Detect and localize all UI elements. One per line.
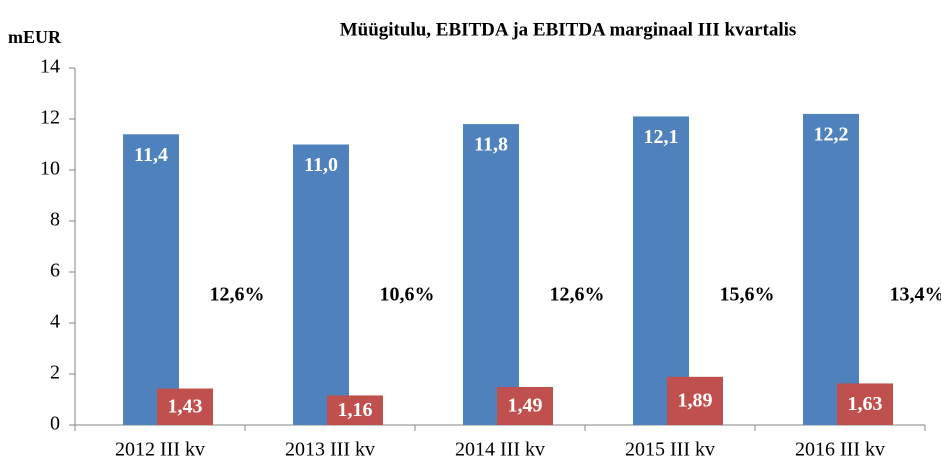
data-label: 11,0 bbox=[304, 154, 338, 176]
x-tick-label: 2012 III kv bbox=[115, 439, 205, 461]
bar bbox=[667, 376, 723, 425]
data-label: 11,4 bbox=[134, 144, 168, 166]
annotation: 12,6% bbox=[210, 284, 265, 306]
chart-title: Müügitulu, EBITDA ja EBITDA marginaal II… bbox=[340, 19, 797, 40]
bar bbox=[837, 383, 893, 425]
bar bbox=[497, 387, 553, 425]
y-tick-label: 12 bbox=[40, 107, 60, 129]
y-tick-label: 10 bbox=[40, 158, 60, 180]
data-label: 1,43 bbox=[168, 395, 203, 417]
y-tick-label: 8 bbox=[50, 209, 60, 231]
bar bbox=[327, 395, 383, 425]
bar bbox=[633, 116, 689, 425]
y-tick-label: 6 bbox=[50, 260, 60, 282]
annotation: 10,6% bbox=[380, 284, 435, 306]
data-label: 12,1 bbox=[644, 126, 679, 148]
x-tick-label: 2016 III kv bbox=[795, 439, 885, 461]
x-tick-label: 2014 III kv bbox=[455, 439, 545, 461]
data-label: 12,2 bbox=[814, 123, 849, 145]
y-tick-label: 14 bbox=[40, 56, 60, 78]
y-tick-label: 4 bbox=[50, 311, 60, 333]
annotation: 15,6% bbox=[720, 284, 775, 306]
data-label: 1,63 bbox=[848, 393, 883, 415]
annotation: 12,6% bbox=[550, 284, 605, 306]
bar bbox=[803, 113, 859, 426]
data-label: 1,49 bbox=[508, 395, 543, 417]
x-tick-label: 2013 III kv bbox=[285, 439, 375, 461]
data-label: 11,8 bbox=[474, 134, 508, 156]
bar bbox=[123, 134, 179, 426]
bar bbox=[157, 388, 213, 425]
y-axis-label: mEUR bbox=[8, 27, 62, 47]
y-tick-label: 2 bbox=[50, 362, 60, 384]
x-tick-label: 2015 III kv bbox=[625, 439, 715, 461]
y-tick-label: 0 bbox=[50, 413, 60, 435]
data-label: 1,89 bbox=[678, 389, 713, 411]
data-label: 1,16 bbox=[338, 399, 373, 421]
annotation: 13,4% bbox=[890, 284, 941, 306]
bar bbox=[293, 144, 349, 425]
bar bbox=[463, 124, 519, 425]
